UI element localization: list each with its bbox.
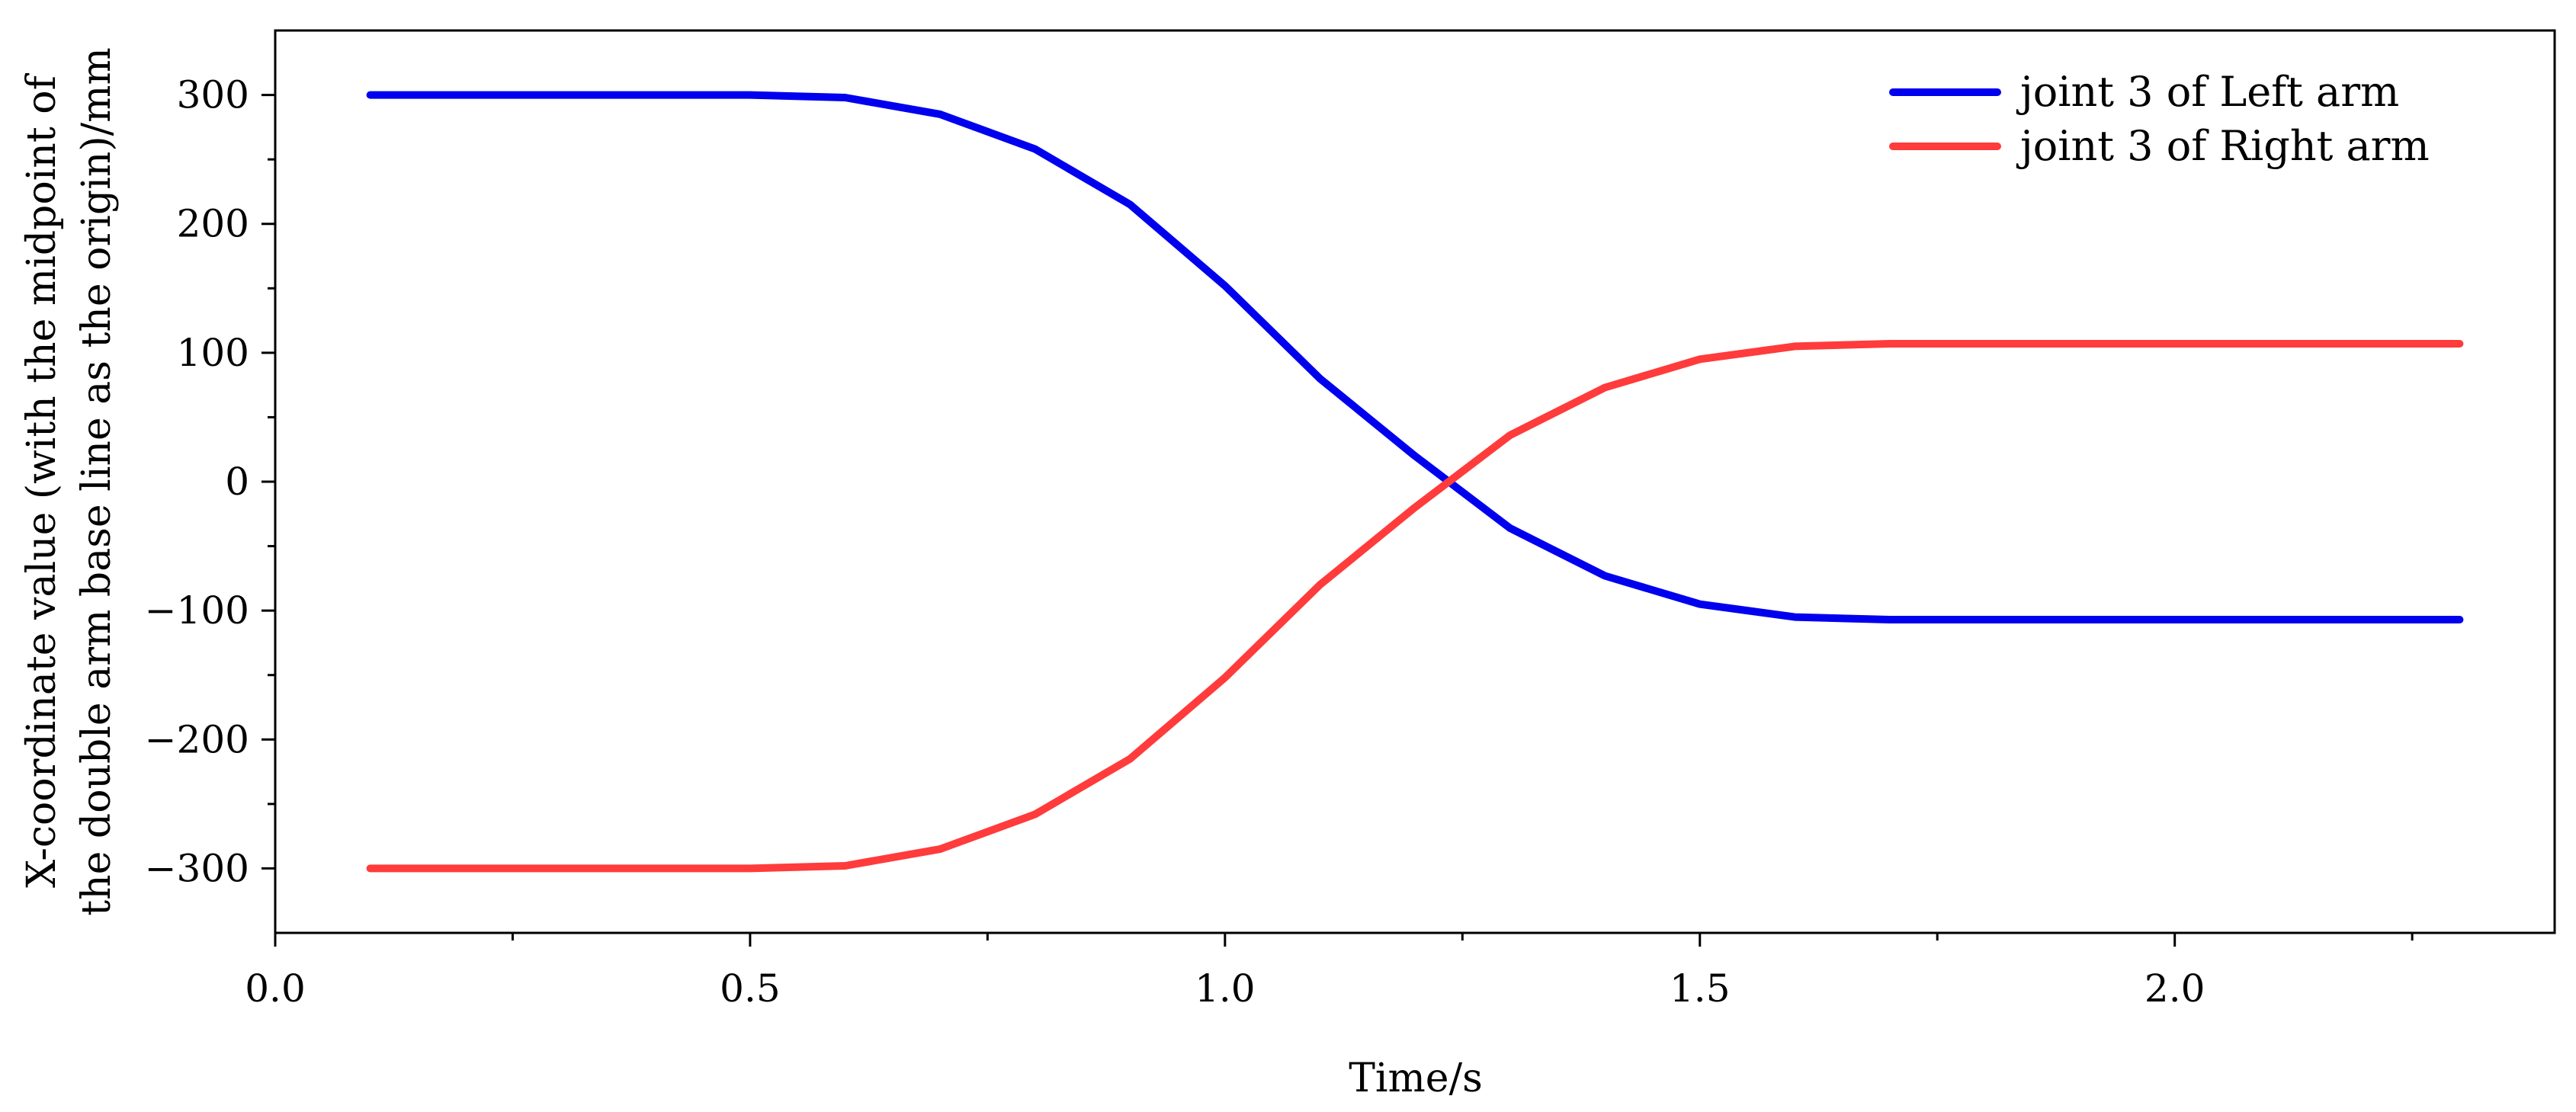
y-tick-label: 0 [225,460,249,504]
series-line-left-arm [366,91,2464,623]
y-tick-label: 100 [177,331,249,375]
y-tick-label: 300 [177,73,249,117]
legend: joint 3 of Left arm joint 3 of Right arm [1889,68,2430,170]
y-tick-label: 200 [177,202,249,246]
x-tick-label: 1.5 [1670,966,1731,1011]
x-tick-label: 0.5 [720,966,781,1011]
series-line-right-arm [366,340,2464,873]
y-axis-title-line-2: the double arm base line as the origin)/… [74,47,120,916]
legend-label-left-arm: joint 3 of Left arm [2016,68,2399,116]
y-axis-title: X-coordinate value (with the midpoint of… [19,47,120,916]
y-tick-label: −100 [145,588,249,633]
x-tick-label: 1.0 [1195,966,1256,1011]
x-axis-ticks: 0.0 0.5 1.0 1.5 2.0 [245,933,2414,1011]
x-axis-title: Time/s [1349,1056,1483,1101]
y-tick-label: −300 [145,846,249,890]
y-axis-ticks: 300 200 100 0 −100 −200 −300 [145,73,275,890]
x-tick-label: 0.0 [245,966,306,1011]
y-axis-title-line-1: X-coordinate value (with the midpoint of [19,72,65,887]
y-tick-label: −200 [145,717,249,761]
legend-label-right-arm: joint 3 of Right arm [2016,122,2430,170]
series-layer [366,91,2464,873]
x-tick-label: 2.0 [2145,966,2205,1011]
